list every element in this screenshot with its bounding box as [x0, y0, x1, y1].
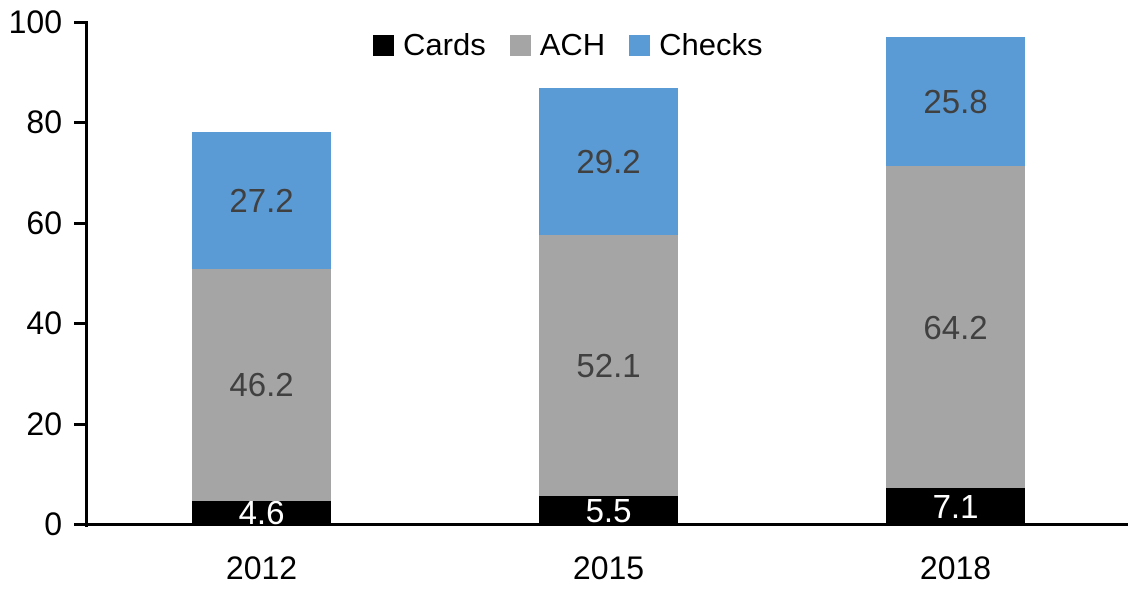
- bar-segment-checks-2015: 29.2: [539, 88, 678, 235]
- y-tick-label-100: 100: [8, 4, 62, 40]
- bar-value-label-checks-2018: 25.8: [923, 82, 988, 120]
- bar-segment-cards-2015: 5.5: [539, 491, 678, 529]
- legend: Cards ACH Checks: [373, 27, 763, 63]
- bar-segment-checks-2012: 27.2: [192, 132, 331, 269]
- y-tick-mark-60: [74, 221, 85, 225]
- y-tick-mark-80: [74, 121, 85, 125]
- bar-value-label-cards-2015: 5.5: [585, 491, 632, 529]
- legend-item-cards: Cards: [373, 27, 486, 63]
- bar-value-label-cards-2018: 7.1: [932, 487, 979, 525]
- bar-segment-ach-2012: 46.2: [192, 268, 331, 501]
- bar-value-label-ach-2015: 52.1: [576, 347, 641, 385]
- legend-swatch-cards-icon: [373, 34, 394, 56]
- x-axis-label-2018: 2018: [919, 550, 992, 586]
- x-axis-line: [85, 523, 1128, 526]
- bar-value-label-ach-2012: 46.2: [229, 366, 294, 404]
- bar-value-label-cards-2012: 4.6: [238, 493, 285, 531]
- legend-item-checks: Checks: [629, 27, 763, 63]
- y-tick-label-40: 40: [26, 305, 62, 342]
- y-axis-line: [85, 21, 88, 527]
- legend-swatch-checks-icon: [629, 34, 651, 56]
- bar-value-label-ach-2018: 64.2: [923, 308, 988, 346]
- bar-segment-checks-2018: 25.8: [886, 36, 1025, 167]
- legend-label-checks: Checks: [659, 27, 763, 62]
- x-axis-label-2012: 2012: [225, 550, 298, 586]
- legend-swatch-ach-icon: [509, 34, 531, 56]
- y-tick-mark-20: [74, 422, 85, 426]
- x-axis-label-2015: 2015: [572, 550, 645, 586]
- y-tick-label-0: 0: [44, 506, 62, 542]
- y-tick-label-20: 20: [26, 405, 62, 442]
- y-tick-mark-0: [74, 523, 85, 526]
- bar-segment-ach-2018: 64.2: [886, 166, 1025, 489]
- y-tick-mark-40: [74, 322, 85, 326]
- bar-segment-cards-2018: 7.1: [886, 488, 1025, 524]
- y-tick-mark-100: [74, 21, 85, 24]
- bar-value-label-checks-2012: 27.2: [229, 182, 294, 220]
- legend-label-cards: Cards: [403, 27, 486, 62]
- y-tick-label-60: 60: [26, 204, 62, 241]
- legend-label-ach: ACH: [539, 27, 606, 62]
- legend-item-ach: ACH: [509, 27, 606, 63]
- y-tick-label-80: 80: [26, 104, 62, 141]
- bar-segment-ach-2015: 52.1: [539, 234, 678, 497]
- bar-value-label-checks-2015: 29.2: [576, 143, 641, 181]
- bar-segment-cards-2012: 4.6: [192, 496, 331, 529]
